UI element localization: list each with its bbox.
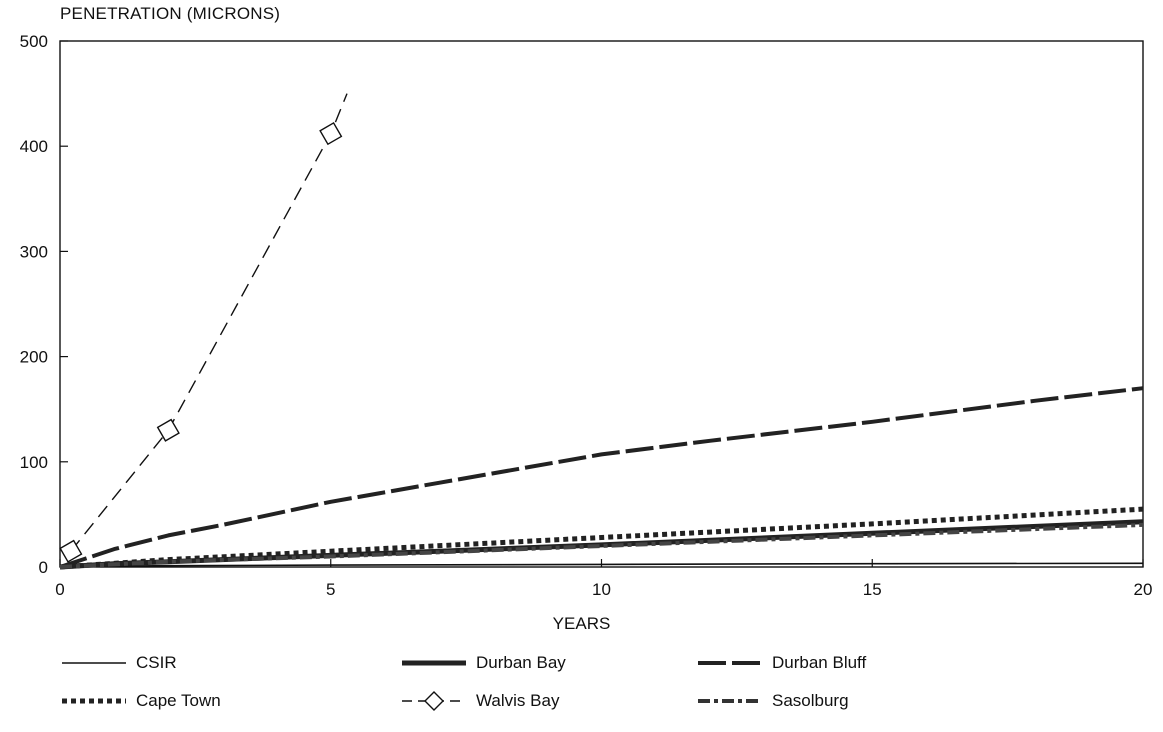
legend-item-sasolburg: Sasolburg (698, 686, 849, 716)
legend-label-durban-bluff: Durban Bluff (772, 653, 867, 672)
legend-item-csir: CSIR (62, 648, 177, 678)
y-tick-label: 100 (20, 453, 48, 472)
x-tick-label: 15 (863, 580, 882, 599)
series-line-walvis-bay (70, 93, 348, 552)
legend-label-sasolburg: Sasolburg (772, 691, 849, 710)
y-tick-label: 400 (20, 137, 48, 156)
series-point-walvis-bay (59, 539, 83, 563)
legend-item-cape-town: Cape Town (62, 686, 221, 716)
legend-swatch-walvis-bay (402, 691, 466, 711)
legend-label-cape-town: Cape Town (136, 691, 221, 710)
legend-swatch-durban-bluff (698, 661, 762, 665)
y-tick-label: 0 (39, 558, 48, 577)
x-tick-label: 0 (55, 580, 64, 599)
legend-item-durban-bluff: Durban Bluff (698, 648, 866, 678)
plot-frame (59, 40, 1144, 568)
series-markers (59, 121, 343, 563)
legend-swatch-sasolburg (698, 699, 762, 703)
y-tick-label: 200 (20, 348, 48, 367)
legend-label-csir: CSIR (136, 653, 177, 672)
series-line-durban-bluff (59, 386, 1144, 569)
series-lines (59, 93, 1144, 570)
legend: CSIR Durban Bay Durban Bluff Cape Town W… (0, 648, 1163, 728)
legend-swatch-csir (62, 662, 126, 664)
x-tick-label: 20 (1134, 580, 1153, 599)
legend-swatch-durban-bay (402, 660, 466, 666)
legend-label-durban-bay: Durban Bay (476, 653, 566, 672)
series-point-walvis-bay (156, 418, 180, 442)
y-axis-label: PENETRATION (MICRONS) (60, 4, 281, 23)
legend-item-walvis-bay: Walvis Bay (402, 686, 559, 716)
x-tick-label: 5 (326, 580, 335, 599)
diamond-marker-icon (424, 691, 444, 711)
series-line-sasolburg (59, 522, 1144, 569)
legend-swatch-cape-town (62, 698, 126, 704)
x-tick-label: 10 (592, 580, 611, 599)
y-tick-label: 500 (20, 32, 48, 51)
x-axis-label: YEARS (552, 614, 611, 633)
axes (59, 40, 1144, 568)
legend-item-durban-bay: Durban Bay (402, 648, 566, 678)
legend-label-walvis-bay: Walvis Bay (476, 691, 560, 710)
series-point-walvis-bay (319, 121, 343, 146)
y-tick-label: 300 (20, 242, 48, 261)
